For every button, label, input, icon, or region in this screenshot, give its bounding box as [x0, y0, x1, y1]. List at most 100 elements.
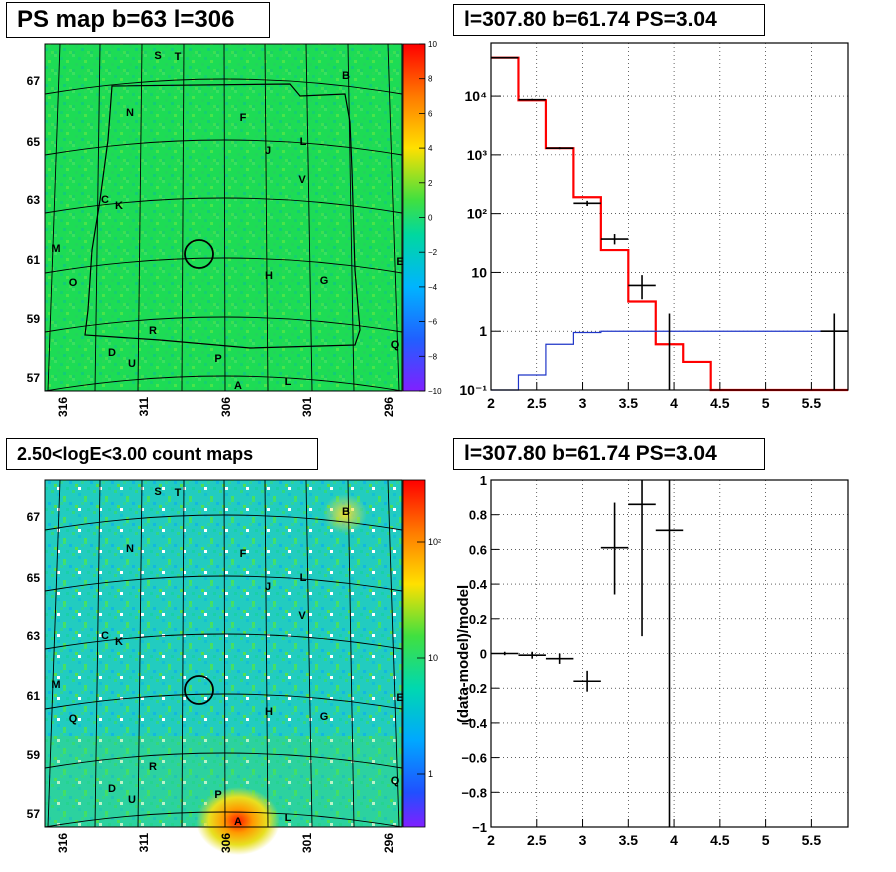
bl-lat-tick-label: 59: [27, 748, 41, 762]
bl-source-label: Q: [391, 775, 400, 787]
tl-coordinate-grid: [44, 43, 403, 392]
tl-color-scale-ticks: 10 8 6 4 2 0 −2 −4 −6 −8 −10: [419, 40, 442, 396]
tl-source-label: J: [265, 145, 271, 157]
br-xtick-label: 5.5: [802, 832, 822, 848]
tl-source-label: R: [149, 325, 157, 337]
bl-source-label: J: [265, 581, 271, 593]
br-xtick-label: 4.5: [710, 832, 730, 848]
tl-source-label: U: [128, 358, 136, 370]
tl-lat-line: [44, 197, 403, 214]
tl-source-label: D: [108, 347, 116, 359]
tl-source-label: V: [298, 174, 306, 186]
bl-scale-label: 1: [428, 769, 433, 779]
bl-lat-tick-label: 61: [27, 689, 41, 703]
br-data-point: [545, 653, 574, 664]
tr-xtick-label: 5.5: [802, 395, 822, 411]
tl-lon-line: [387, 43, 400, 392]
br-data-point: [600, 502, 629, 595]
br-ytick-label: 0.6: [469, 542, 487, 557]
tl-source-label: K: [115, 200, 123, 212]
tl-source-label: F: [240, 112, 247, 124]
tr-xtick-label: 2.5: [527, 395, 547, 411]
tl-lon-line: [223, 43, 226, 392]
tl-axis-labels: 67 65 63 61 59 57 316 311 306 301 296: [27, 74, 396, 417]
tl-scale-label: −6: [428, 318, 438, 327]
tl-map-area: [45, 44, 402, 391]
bl-source-label: T: [175, 487, 182, 499]
tr-ytick-label: 10⁴: [465, 88, 488, 104]
tr-ytick-label: 10: [471, 264, 487, 280]
br-ytick-label: −0.6: [461, 751, 487, 766]
bl-lon-tick-label: 316: [56, 833, 70, 853]
bl-lon-line: [264, 479, 269, 828]
bl-scale-label: 10²: [428, 537, 441, 547]
br-ytick-label: −1: [472, 820, 487, 835]
tl-lat-tick-label: 67: [27, 74, 41, 88]
tl-source-labels: S T B N F L J V C K M E O H G R DU P Q A L: [51, 50, 403, 392]
bl-bright-source-b: [323, 494, 367, 534]
bl-source-label: L: [300, 572, 307, 584]
tr-ytick-label: 1: [479, 323, 487, 339]
br-axis-ticks: 2 2.5 3 3.5 4 4.5 5 5.5 1 0.8 0.6 0.4 0.2 0 −0.2 −0.4 −0…: [461, 473, 821, 848]
tr-xtick-label: 5: [762, 395, 770, 411]
br-ytick-label: 1: [480, 473, 487, 488]
tl-lat-line: [44, 375, 403, 392]
bl-source-labels: S T B N F L J V C K M E Q H G R DU P Q A L: [51, 486, 403, 828]
bl-source-label: K: [115, 636, 123, 648]
tl-source-label: E: [396, 256, 403, 268]
bl-lat-tick-label: 63: [27, 629, 41, 643]
bl-source-label: C: [101, 630, 109, 642]
tl-lon-tick-label: 311: [137, 397, 151, 417]
tl-source-label: G: [320, 275, 329, 287]
br-ytick-label: 0.2: [469, 612, 487, 627]
tl-lat-tick-label: 63: [27, 193, 41, 207]
tl-scale-label: 10: [428, 40, 437, 49]
bl-lon-line: [137, 479, 143, 828]
br-ytick-label: 0.8: [469, 508, 487, 523]
tl-lat-tick-label: 65: [27, 135, 41, 149]
tr-ytick-label: 10³: [467, 147, 488, 163]
br-ytick-label: −0.8: [461, 785, 487, 800]
bl-lon-line: [387, 479, 400, 828]
br-data-point: [628, 480, 656, 637]
bl-lat-tick-label: 65: [27, 571, 41, 585]
tl-lon-line: [181, 43, 185, 392]
br-xtick-label: 4: [670, 832, 678, 848]
bl-lat-line: [44, 811, 403, 828]
tr-data-point: [600, 234, 629, 245]
bl-lon-tick-label: 311: [137, 833, 151, 853]
bl-source-label: G: [320, 711, 329, 723]
bl-source-label: A: [234, 816, 242, 828]
bl-lat-tick-label: 57: [27, 807, 41, 821]
tl-source-label: N: [126, 107, 134, 119]
bl-source-label: F: [240, 548, 247, 560]
tl-source-label: S: [154, 50, 161, 62]
br-data-point: [573, 670, 601, 692]
bl-lon-line: [47, 479, 61, 828]
bl-source-label: Q: [69, 713, 78, 725]
bl-scale-label: 10: [428, 653, 438, 663]
bl-source-label: H: [265, 706, 273, 718]
br-xtick-label: 3: [579, 832, 587, 848]
tr-data-point: [545, 147, 574, 150]
bl-source-label: V: [298, 610, 306, 622]
tr-series: [491, 56, 848, 392]
br-ytick-label: −0.4: [461, 716, 487, 731]
bl-source-label: L: [285, 812, 292, 824]
bl-lon-line: [305, 479, 313, 828]
tl-lat-line: [44, 316, 403, 333]
bl-source-label: U: [128, 794, 136, 806]
tl-panel-title: PS map b=63 l=306: [6, 2, 270, 38]
tl-ps-map: S T B N F L J V C K M E O H G R DU P Q A L 10 8 6 4 2 0 −2 −4 −6 −8 −1…: [27, 40, 442, 417]
tl-source-label: H: [265, 270, 273, 282]
br-xtick-label: 2: [487, 832, 495, 848]
tl-source-label: C: [101, 194, 109, 206]
br-residual-points: [491, 480, 684, 827]
bl-lon-tick-label: 296: [382, 833, 396, 853]
bl-lon-line: [181, 479, 185, 828]
bl-count-map: S T B N F L J V C K M E Q H G R DU P Q A L 10² 10 1 67 65 63 61 59…: [27, 479, 441, 855]
bl-map-area: [45, 480, 402, 827]
br-ytick-label: 0: [480, 647, 487, 662]
tl-source-label: Q: [391, 339, 400, 351]
tl-scale-label: 8: [428, 75, 433, 84]
